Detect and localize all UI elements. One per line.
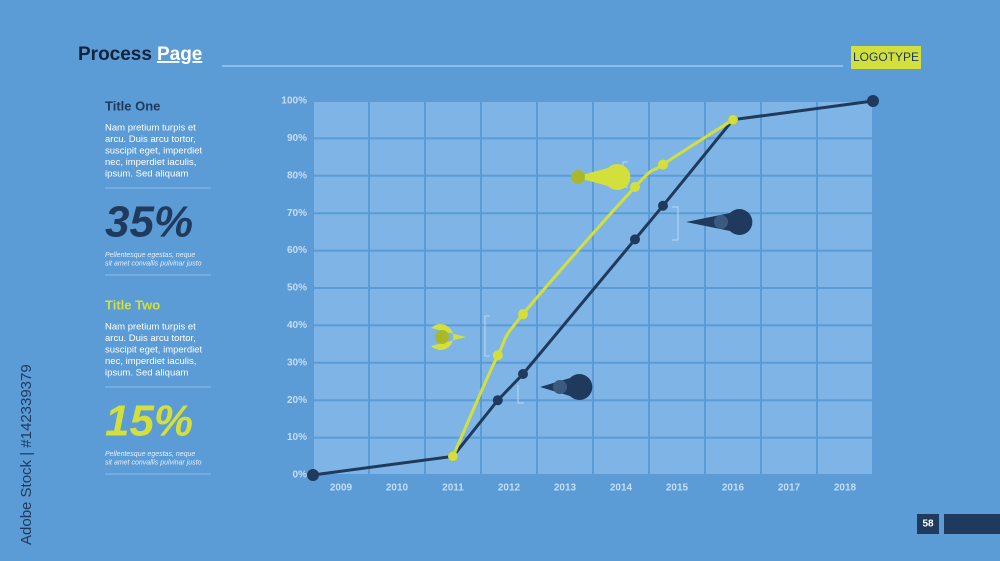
body-text: arcu. Duis arcu tortor,	[105, 333, 196, 344]
x-tick-label: 2015	[666, 483, 689, 494]
page-box	[917, 514, 939, 534]
body-text: suscipit eget, imperdiet	[105, 146, 203, 157]
pin	[431, 324, 466, 350]
y-tick-label: 0%	[293, 470, 308, 481]
point	[448, 451, 458, 462]
y-tick-label: 100%	[281, 96, 307, 107]
point	[492, 350, 503, 361]
pin	[686, 209, 753, 235]
caption: sit amet convallis pulvinar justo	[105, 260, 202, 267]
title-accent: Page	[157, 44, 202, 65]
x-tick-label: 2014	[610, 483, 633, 494]
stat: 35%	[105, 198, 193, 247]
body-text: Nam pretium turpis et	[105, 123, 196, 134]
point	[518, 309, 528, 320]
caption: Pellentesque egestas, neque	[105, 252, 195, 259]
point	[630, 182, 640, 193]
section-title: Title One	[105, 98, 160, 113]
body-text: arcu. Duis arcu tortor,	[105, 134, 196, 145]
y-tick-label: 40%	[287, 320, 307, 331]
title-main: Process	[78, 44, 152, 65]
section-title: Title Two	[105, 297, 160, 312]
y-tick-label: 50%	[287, 283, 307, 294]
page-title: Process Page	[78, 44, 202, 65]
point	[867, 95, 879, 107]
x-tick-label: 2016	[722, 483, 745, 494]
stat: 15%	[105, 397, 193, 446]
x-tick-label: 2012	[498, 483, 521, 494]
annotations	[484, 161, 679, 404]
point	[658, 159, 668, 170]
body-text: ipsum. Sed aliquam	[105, 368, 189, 379]
pin	[540, 373, 593, 401]
page-bar	[944, 514, 1000, 534]
point	[658, 200, 668, 211]
y-tick-label: 70%	[287, 208, 307, 219]
caption: sit amet convallis pulvinar justo	[105, 459, 202, 466]
y-tick-label: 10%	[287, 432, 307, 443]
y-tick-label: 20%	[287, 395, 307, 406]
y-tick-label: 30%	[287, 357, 307, 368]
point	[728, 114, 738, 125]
x-tick-label: 2009	[330, 483, 353, 494]
y-tick-label: 80%	[287, 170, 307, 181]
bracket	[484, 161, 679, 404]
logo: LOGOTYPE	[853, 50, 919, 64]
logo-box	[851, 46, 921, 69]
caption: Pellentesque egestas, neque	[105, 451, 195, 458]
watermark: Adobe Stock | #142339379	[18, 364, 35, 545]
x-tick-label: 2010	[386, 483, 409, 494]
body-text: Nam pretium turpis et	[105, 322, 196, 333]
pin	[571, 164, 631, 190]
body-text: nec, imperdiet iaculis,	[105, 157, 196, 168]
body-text: suscipit eget, imperdiet	[105, 345, 203, 356]
page-number: 58	[922, 519, 934, 530]
point	[630, 234, 640, 245]
y-tick-label: 90%	[287, 133, 307, 144]
y-tick-label: 60%	[287, 245, 307, 256]
point	[492, 395, 503, 406]
chart: 0% 10% 20% 30% 40% 50% 60% 70% 80% 90% 100% 2009 201…	[281, 95, 879, 494]
x-tick-label: 2018	[834, 483, 857, 494]
x-tick-label: 2011	[442, 483, 464, 494]
point	[307, 469, 319, 481]
series-line	[312, 99, 874, 477]
body-text: nec, imperdiet iaculis,	[105, 356, 196, 367]
point	[518, 369, 528, 380]
x-tick-label: 2013	[554, 483, 577, 494]
body-text: ipsum. Sed aliquam	[105, 169, 189, 180]
x-tick-label: 2017	[778, 483, 801, 494]
